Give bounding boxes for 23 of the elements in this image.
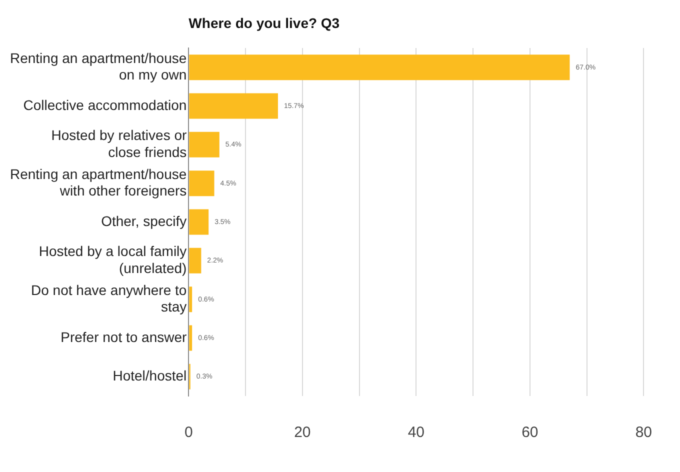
x-tick-label: 80 bbox=[635, 424, 652, 442]
x-tick-label: 0 bbox=[184, 424, 193, 442]
y-tick-label: Collective accommodation bbox=[23, 96, 187, 113]
bar bbox=[189, 248, 202, 274]
y-tick-label: Hosted by relatives or close friends bbox=[51, 127, 187, 160]
bar bbox=[189, 325, 192, 351]
y-tick-label: Hotel/hostel bbox=[112, 368, 187, 384]
bar bbox=[189, 286, 192, 312]
y-tick-label: Hosted by a local family (unrelated) bbox=[38, 243, 187, 276]
y-tick-label: Prefer not to answer bbox=[60, 328, 188, 345]
x-tick-label: 60 bbox=[522, 424, 538, 442]
y-tick-label: Other, specify bbox=[101, 212, 187, 229]
bar bbox=[189, 132, 220, 158]
y-tick-label: Do not have anywhere to stay bbox=[31, 282, 187, 315]
y-tick-label: Renting an apartment/house on my own bbox=[10, 50, 187, 83]
bar bbox=[189, 54, 570, 80]
bar bbox=[189, 170, 214, 196]
bar bbox=[189, 93, 278, 119]
bar bbox=[189, 209, 209, 235]
chart-title: Where do you live? Q3 bbox=[188, 14, 340, 31]
x-tick-label: 40 bbox=[408, 424, 425, 442]
x-tick-label: 20 bbox=[294, 424, 311, 442]
y-tick-label: Renting an apartment/house with other foreigners bbox=[10, 166, 187, 199]
